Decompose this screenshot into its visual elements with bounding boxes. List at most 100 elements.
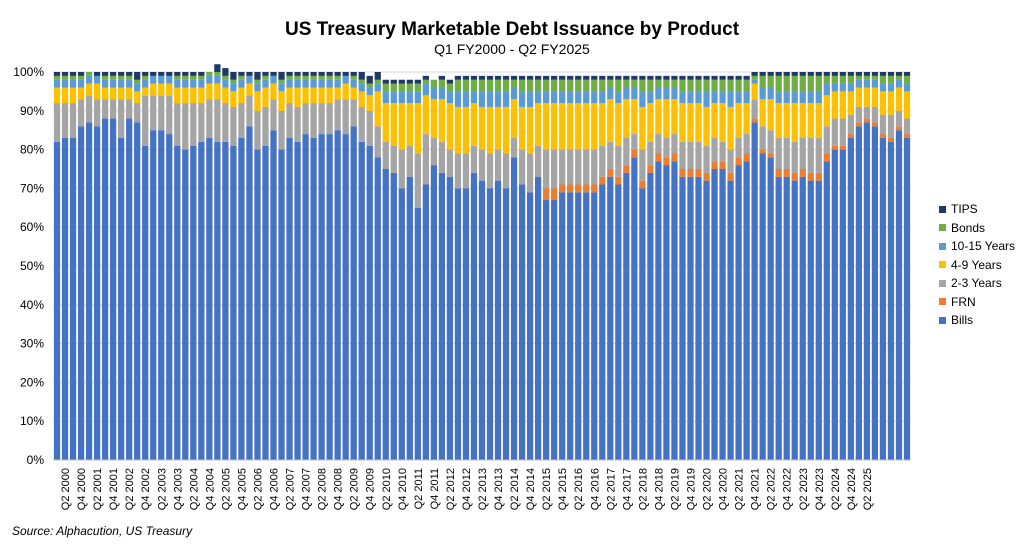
bar-segment-bills [478, 180, 486, 460]
bar-segment-4-9-years [358, 91, 365, 107]
bar-segment-4-9-years [647, 103, 654, 142]
bar-segment-2-3-years [278, 110, 285, 150]
bar-segment-bills [647, 172, 654, 460]
bar-segment-2-3-years [799, 137, 806, 169]
bar-segment-10-15-years [366, 87, 373, 96]
bar-segment-tips [414, 79, 421, 84]
bar-segment-bills [174, 145, 181, 460]
x-tick-label: Q4 2005 [236, 468, 248, 510]
bar-segment-10-15-years [246, 75, 253, 84]
x-tick-label: Q4 2023 [814, 468, 826, 510]
bar-segment-4-9-years [543, 103, 550, 150]
bar-segment-10-15-years [711, 91, 718, 104]
bar-segment-bills [53, 141, 61, 460]
bar-segment-bonds [575, 79, 582, 92]
x-tick-label: Q2 2005 [220, 468, 232, 510]
bar-segment-tips [671, 75, 678, 80]
x-tick-label: Q2 2015 [541, 468, 553, 510]
bar-segment-10-15-years [478, 91, 486, 107]
bar-segment-10-15-years [262, 79, 269, 88]
bar-segment-tips [879, 72, 887, 76]
bar-segment-2-3-years [695, 141, 702, 169]
bar-segment-2-3-years [126, 99, 133, 119]
x-tick-label: Q4 2008 [333, 468, 345, 510]
bar-segment-bills [446, 176, 454, 460]
x-tick-label: Q4 2015 [557, 468, 569, 510]
bar-segment-bills [414, 207, 421, 460]
bar-segment-10-15-years [230, 83, 237, 92]
bar-segment-bonds [182, 75, 189, 80]
bar-segment-2-3-years [631, 134, 638, 150]
bar-segment-tips [815, 72, 822, 76]
bar-segment-bonds [262, 75, 269, 80]
bar-segment-4-9-years [214, 83, 221, 100]
bar-segment-frn [703, 172, 710, 181]
bar-segment-10-15-years [551, 91, 558, 104]
bar-segment-bonds [494, 79, 502, 92]
legend-swatch [939, 298, 946, 306]
bar-segment-tips [174, 72, 181, 76]
bar-segment-bonds [486, 79, 494, 92]
bar-segment-bonds [767, 75, 774, 88]
bar-segment-2-3-years [398, 149, 405, 189]
bar-segment-bonds [366, 83, 373, 88]
bar-segment-tips [398, 79, 405, 84]
bar-segment-frn [783, 169, 790, 177]
bar-segment-bonds [679, 79, 686, 92]
bar-segment-bonds [671, 79, 678, 88]
bar-segment-bills [278, 149, 285, 460]
bar-segment-4-9-years [142, 87, 149, 96]
bar-segment-2-3-years [502, 153, 510, 189]
bar-segment-bonds [615, 79, 622, 92]
bar-segment-frn [663, 157, 670, 166]
bar-segment-tips [134, 72, 141, 80]
bar-segment-4-9-years [174, 87, 181, 104]
bar-segment-4-9-years [310, 87, 317, 104]
bar-segment-2-3-years [430, 137, 438, 166]
bar-segment-tips [567, 75, 574, 80]
legend: TIPS Bonds 10-15 Years 4-9 Years 2-3 Years FR… [939, 200, 1015, 330]
bar-segment-tips [623, 75, 630, 80]
bar-segment-2-3-years [390, 145, 397, 173]
bar-segment-bonds [887, 75, 895, 84]
bar-segment-2-3-years [438, 141, 446, 173]
bar-segment-bonds [583, 79, 590, 92]
bar-segment-10-15-years [502, 91, 510, 107]
x-tick-label: Q4 2006 [269, 468, 281, 510]
bar-segment-4-9-years [655, 99, 662, 135]
bar-segment-4-9-years [591, 103, 598, 150]
bar-segment-bonds [879, 75, 887, 84]
bar-segment-bonds [559, 79, 566, 92]
bar-segment-4-9-years [350, 87, 357, 100]
bar-segment-10-15-years [358, 83, 365, 92]
bar-segment-10-15-years [799, 91, 806, 104]
bar-segment-bills [663, 165, 670, 460]
legend-swatch [939, 316, 946, 324]
bar-segment-4-9-years [679, 103, 686, 142]
bar-segment-bills [807, 180, 814, 460]
bar-segment-10-15-years [422, 83, 429, 96]
x-tick-label: Q4 2012 [461, 468, 473, 510]
bar-segment-10-15-years [286, 79, 293, 88]
bar-segment-bills [222, 141, 229, 460]
bar-segment-2-3-years [318, 103, 325, 135]
bar-segment-bills [150, 130, 157, 460]
bar-segment-tips [366, 75, 373, 84]
bar-segment-10-15-years [839, 83, 846, 92]
bar-segment-10-15-years [198, 79, 205, 88]
x-tick-label: Q2 2007 [285, 468, 297, 510]
bar-segment-frn [887, 137, 895, 142]
x-tick-label: Q2 2012 [445, 468, 457, 510]
bar-segment-bonds [302, 75, 309, 80]
bar-segment-tips [743, 75, 750, 80]
bar-segment-bonds [254, 79, 261, 84]
bar-segment-tips [142, 72, 149, 76]
bar-segment-10-15-years [406, 91, 413, 104]
bar-segment-4-9-years [326, 87, 333, 104]
bar-segment-bonds [85, 72, 93, 76]
x-axis: Q2 2000 Q4 2000 Q2 2001 Q4 2001 Q2 2002 Q4 20… [60, 468, 874, 510]
bar-segment-2-3-years [470, 145, 478, 173]
bar-segment-bonds [77, 75, 85, 80]
bar-segment-frn [671, 153, 678, 162]
bar-segment-bills [246, 126, 253, 460]
